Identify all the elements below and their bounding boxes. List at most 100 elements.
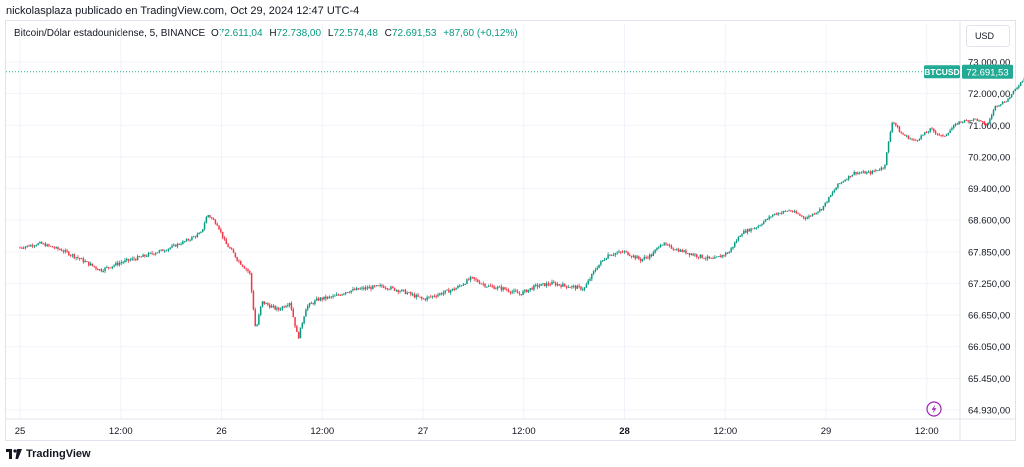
candle-body <box>317 298 320 301</box>
candle-body <box>477 279 479 282</box>
candle-body <box>325 296 327 299</box>
candle-body <box>645 257 647 258</box>
candle-body <box>341 294 343 296</box>
candle-body <box>690 253 693 256</box>
candle-body <box>791 211 794 213</box>
candle-body <box>670 245 673 249</box>
candle-body <box>933 129 935 132</box>
candle-body <box>558 284 560 286</box>
candle-body <box>468 279 470 281</box>
candle-body <box>920 135 922 139</box>
candle-body <box>799 214 801 216</box>
candle-body <box>464 283 466 285</box>
candle-body <box>1010 93 1013 98</box>
candle-body <box>853 171 855 175</box>
candle-body <box>544 283 546 287</box>
candle-body <box>858 172 861 174</box>
candle-body <box>556 284 559 286</box>
tradingview-footer[interactable]: TradingView <box>6 448 91 460</box>
candle-body <box>310 303 313 304</box>
candle-body <box>397 290 399 292</box>
y-tick-label: 64.930,00 <box>968 406 1010 417</box>
candle-body <box>357 288 360 290</box>
candle-body <box>419 296 421 298</box>
open-label: O <box>211 28 219 39</box>
candle-body <box>873 170 875 172</box>
candle-body <box>504 287 506 290</box>
candle-body <box>880 167 883 170</box>
candle-body <box>685 250 687 254</box>
candle-body <box>200 231 202 233</box>
candle-body <box>281 306 284 310</box>
candle-body <box>361 287 363 289</box>
candle-body <box>878 169 881 171</box>
candle-body <box>234 252 237 258</box>
candle-body <box>355 288 358 290</box>
candle-body <box>386 288 389 290</box>
candle-body <box>207 215 209 217</box>
candle-body <box>308 303 311 306</box>
candle-body <box>272 305 275 307</box>
candle-body <box>278 307 280 310</box>
candle-body <box>515 290 517 292</box>
candle-body <box>661 244 664 246</box>
candle-body <box>73 254 76 258</box>
candle-body <box>332 295 334 297</box>
candle-body <box>647 257 649 259</box>
x-tick-label: 12:00 <box>109 426 133 437</box>
candle-body <box>482 283 484 285</box>
candle-body <box>458 285 461 287</box>
candle-body <box>212 218 215 220</box>
candle-body <box>279 309 282 311</box>
chart-frame[interactable]: Bitcoin/Dólar estadounidense, 5, BINANCE… <box>5 20 1016 441</box>
y-tick-label: 65.450,00 <box>968 374 1010 385</box>
candle-body <box>133 258 135 260</box>
candle-body <box>891 122 893 133</box>
candle-body <box>567 287 570 288</box>
candle-body <box>147 253 150 257</box>
candle-body <box>173 244 175 246</box>
candle-body <box>249 271 251 274</box>
symbol-description[interactable]: Bitcoin/Dólar estadounidense, 5, BINANCE <box>14 28 206 39</box>
candle-body <box>563 283 566 286</box>
candle-body <box>424 298 427 300</box>
candle-body <box>220 229 222 232</box>
candle-body <box>189 239 191 241</box>
y-tick-label: 71.000,00 <box>968 121 1010 132</box>
candle-body <box>605 258 608 260</box>
candle-body <box>120 262 123 264</box>
candle-body <box>978 120 980 122</box>
candle-body <box>129 259 132 261</box>
candle-body <box>321 297 323 300</box>
currency-button[interactable]: USD <box>966 25 1010 47</box>
candle-body <box>115 262 117 266</box>
candle-body <box>154 253 157 255</box>
candle-body <box>811 213 814 216</box>
candle-body <box>44 243 47 247</box>
candle-body <box>478 281 481 284</box>
y-tick-label: 67.850,00 <box>968 247 1010 258</box>
candle-body <box>969 120 971 122</box>
candle-body <box>813 213 816 215</box>
candle-body <box>22 247 25 249</box>
candle-body <box>746 229 749 233</box>
lightning-icon[interactable] <box>926 401 942 417</box>
candle-body <box>250 273 253 292</box>
candle-body <box>214 219 217 224</box>
candle-body <box>245 268 247 270</box>
candle-body <box>531 288 533 290</box>
candle-body <box>598 264 600 268</box>
candle-body <box>835 187 837 191</box>
candle-body <box>951 128 953 131</box>
candle-body <box>545 283 548 287</box>
candle-body <box>681 249 684 252</box>
candle-body <box>659 245 662 248</box>
candle-body <box>782 211 785 213</box>
candle-body <box>947 133 950 135</box>
candle-body <box>487 285 490 287</box>
candle-body <box>527 289 530 293</box>
last-price-badge: 72.691,53 <box>966 67 1008 78</box>
candle-body <box>413 294 416 298</box>
candle-body <box>762 221 765 225</box>
